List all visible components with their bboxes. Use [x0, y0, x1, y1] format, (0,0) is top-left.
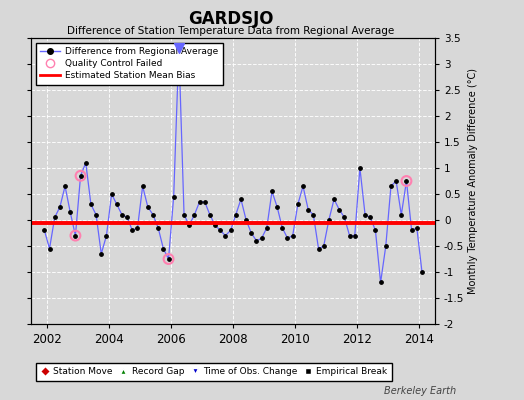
Point [376, 279, 385, 286]
Point [392, 178, 400, 184]
Point [293, 201, 302, 208]
Point [169, 194, 178, 200]
Point [82, 160, 90, 166]
Point [242, 217, 250, 223]
Point [71, 232, 80, 239]
Y-axis label: Monthly Temperature Anomaly Difference (°C): Monthly Temperature Anomaly Difference (… [468, 68, 478, 294]
Point [408, 227, 416, 234]
Point [118, 212, 126, 218]
Text: GARDSJO: GARDSJO [188, 10, 274, 28]
Point [174, 45, 183, 52]
Point [123, 214, 132, 221]
Point [40, 227, 49, 234]
Point [144, 204, 152, 210]
Point [107, 191, 116, 197]
Point [77, 173, 85, 179]
Point [361, 212, 369, 218]
Point [165, 256, 173, 262]
Point [418, 269, 426, 275]
Point [61, 183, 69, 190]
Point [201, 199, 209, 205]
Point [320, 243, 328, 249]
Point [71, 232, 80, 239]
Point [226, 227, 235, 234]
Point [180, 212, 188, 218]
Point [412, 225, 421, 231]
Point [268, 188, 276, 195]
Point [397, 212, 406, 218]
Point [185, 222, 193, 228]
Point [257, 235, 266, 242]
Point [97, 250, 105, 257]
Point [330, 196, 339, 202]
Point [190, 212, 199, 218]
Point [138, 183, 147, 190]
Point [252, 238, 260, 244]
Point [299, 183, 307, 190]
Point [102, 232, 111, 239]
Point [366, 214, 375, 221]
Point [165, 256, 173, 262]
Point [133, 225, 141, 231]
Point [206, 212, 214, 218]
Point [314, 246, 323, 252]
Point [283, 235, 292, 242]
Point [237, 196, 245, 202]
Point [221, 232, 230, 239]
Point [402, 178, 411, 184]
Point [211, 222, 219, 228]
Point [309, 212, 318, 218]
Point [87, 201, 95, 208]
Point [216, 227, 224, 234]
Text: Berkeley Earth: Berkeley Earth [384, 386, 456, 396]
Point [195, 199, 204, 205]
Point [232, 212, 240, 218]
Point [263, 225, 271, 231]
Point [66, 209, 74, 215]
Point [159, 246, 168, 252]
Point [149, 212, 157, 218]
Point [113, 201, 121, 208]
Point [325, 217, 333, 223]
Point [273, 204, 281, 210]
Point [387, 183, 395, 190]
Point [304, 206, 312, 213]
Point [345, 232, 354, 239]
Point [92, 212, 100, 218]
Point [371, 227, 379, 234]
Point [278, 225, 287, 231]
Point [174, 45, 183, 52]
Point [402, 178, 411, 184]
Point [50, 214, 59, 221]
Point [289, 232, 297, 239]
Point [381, 243, 390, 249]
Point [356, 165, 364, 171]
Point [340, 214, 348, 221]
Point [77, 173, 85, 179]
Legend: Station Move, Record Gap, Time of Obs. Change, Empirical Break: Station Move, Record Gap, Time of Obs. C… [36, 363, 392, 381]
Point [335, 206, 343, 213]
Point [154, 225, 162, 231]
Point [351, 232, 359, 239]
Point [56, 204, 64, 210]
Text: Difference of Station Temperature Data from Regional Average: Difference of Station Temperature Data f… [67, 26, 394, 36]
Point [46, 246, 54, 252]
Point [247, 230, 256, 236]
Point [128, 227, 136, 234]
